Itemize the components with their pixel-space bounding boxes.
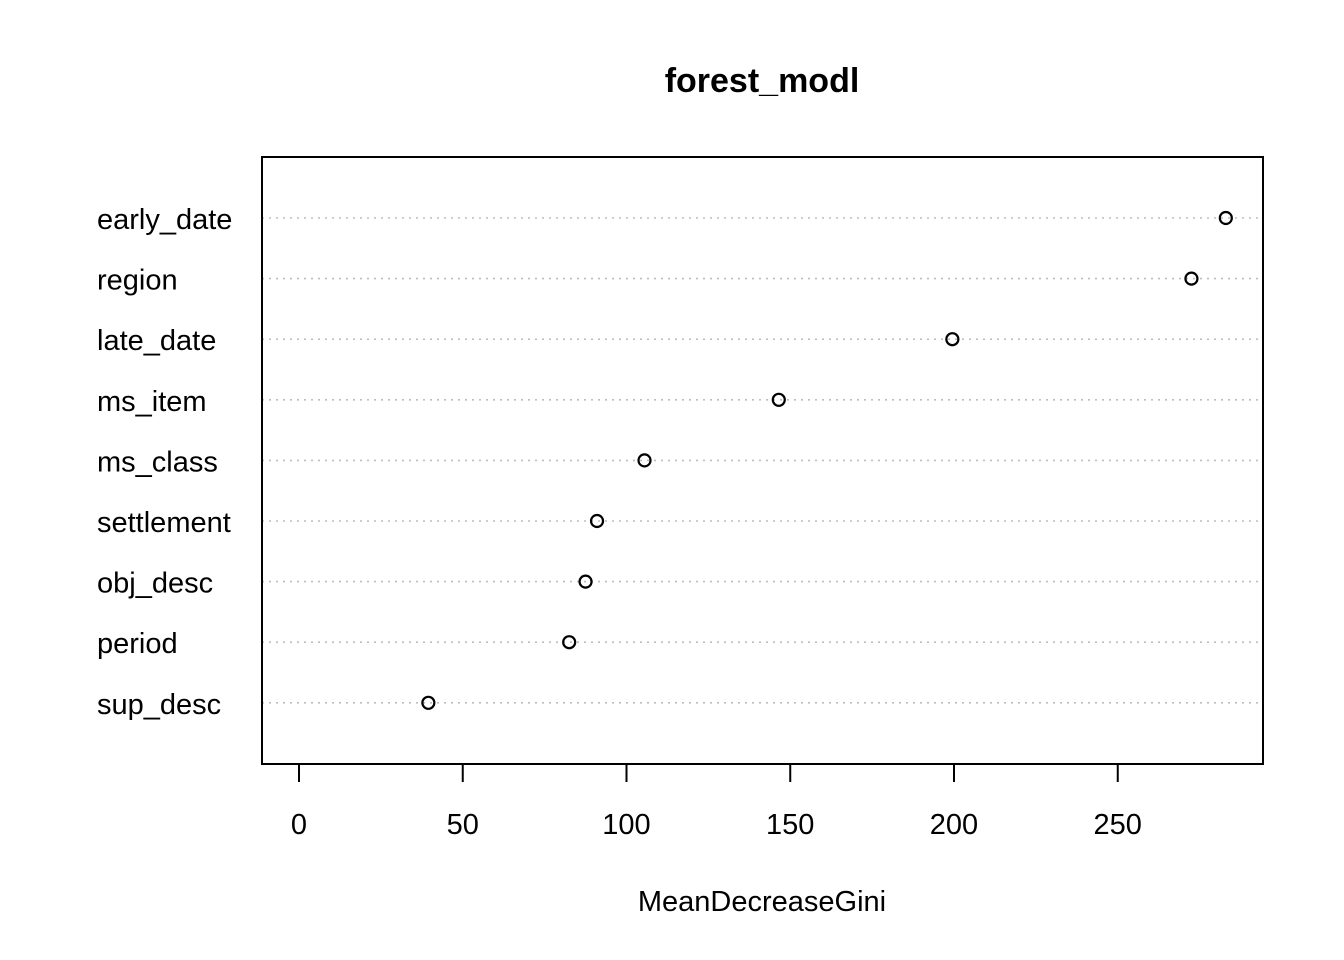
category-label: obj_desc	[97, 568, 213, 600]
x-tick-label: 0	[291, 809, 307, 841]
category-label: ms_item	[97, 386, 207, 418]
grid-lines	[262, 217, 1263, 704]
category-label: sup_desc	[97, 689, 221, 721]
data-point	[562, 635, 577, 650]
category-label: early_date	[97, 204, 232, 236]
data-point	[1218, 210, 1233, 226]
x-axis-label: MeanDecreaseGini	[638, 886, 886, 918]
x-tick-label: 250	[1094, 809, 1142, 841]
category-label: period	[97, 628, 178, 660]
category-label: late_date	[97, 325, 216, 357]
x-tick-label: 50	[447, 809, 479, 841]
data-point	[578, 574, 593, 589]
data-point	[771, 392, 786, 407]
data-point	[945, 332, 960, 347]
data-point	[589, 513, 605, 529]
category-label: region	[97, 265, 178, 297]
plot-frame	[261, 156, 1264, 765]
x-tick-label: 200	[930, 809, 978, 841]
data-point	[637, 453, 652, 468]
x-tick-label: 150	[766, 809, 814, 841]
data-points	[421, 210, 1233, 710]
data-point	[421, 695, 436, 710]
category-label: ms_class	[97, 446, 218, 478]
data-point	[1184, 271, 1199, 286]
x-axis: 0 50 100 150 200 250	[291, 763, 1142, 841]
x-tick-label: 100	[602, 809, 650, 841]
chart-title: forest_modl	[665, 62, 860, 100]
category-label: settlement	[97, 507, 231, 539]
